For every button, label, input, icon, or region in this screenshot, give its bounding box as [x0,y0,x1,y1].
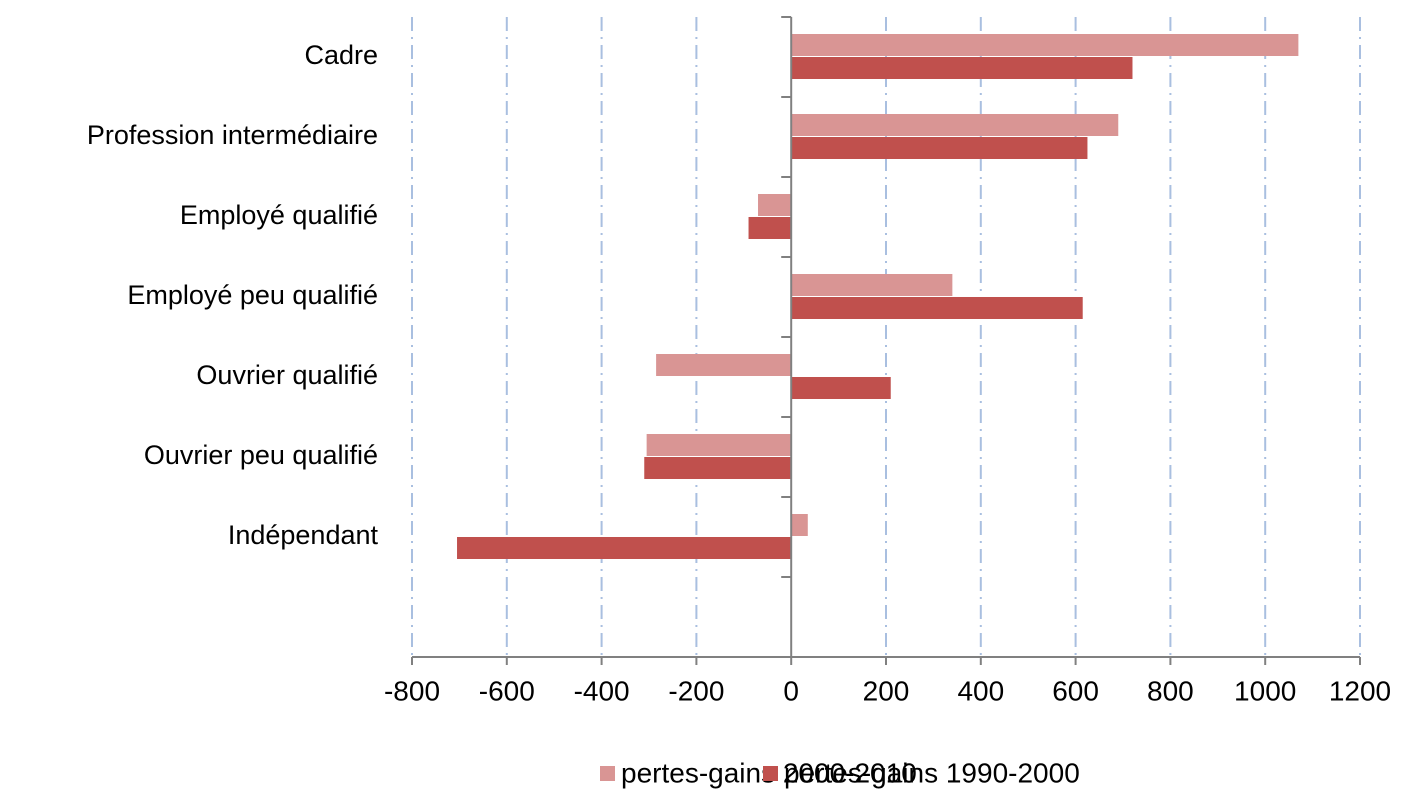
x-tick-label: 200 [863,675,910,706]
category-label: Indépendant [228,520,379,550]
x-tick-label: 800 [1147,675,1194,706]
legend-label: pertes-gains 1990-2000 [784,757,1080,788]
x-tick-label: 1000 [1234,675,1296,706]
x-tick-label: 600 [1052,675,1099,706]
category-label: Ouvrier qualifié [196,360,378,390]
category-label: Cadre [304,40,378,70]
category-label: Profession intermédiaire [87,120,378,150]
x-tick-label: 400 [957,675,1004,706]
category-label: Ouvrier peu qualifié [144,440,378,470]
category-label: Employé peu qualifié [127,280,378,310]
bar [748,217,792,239]
x-tick-label: 1200 [1329,675,1391,706]
legend-swatch [763,766,778,781]
bar [457,537,792,559]
bar [791,274,953,296]
x-tick-label: -400 [574,675,630,706]
x-tick-label: 0 [783,675,799,706]
bar [758,194,792,216]
bar [791,34,1299,56]
bar [646,434,792,456]
x-tick-label: -800 [384,675,440,706]
x-tick-label: -600 [479,675,535,706]
bar [791,57,1133,79]
x-tick-label: -200 [668,675,724,706]
category-label: Employé qualifié [180,200,378,230]
legend-swatch [600,766,615,781]
bar [644,457,792,479]
bar [791,514,808,536]
bar [791,297,1083,319]
bar [791,114,1119,136]
bar [656,354,792,376]
bar [791,377,891,399]
bar [791,137,1088,159]
